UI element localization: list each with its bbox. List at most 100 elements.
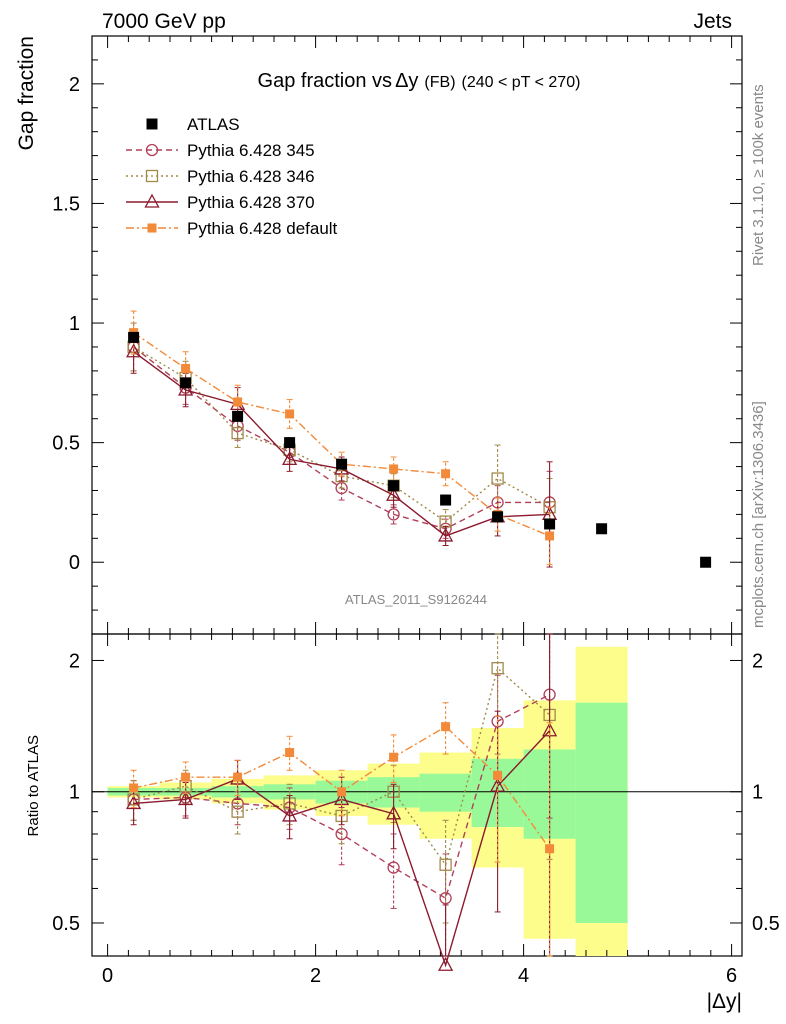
- plot-title-var: y: [408, 70, 418, 92]
- series-pythia-6-428-370: [126, 329, 558, 568]
- series-pythia-6-428-345: [127, 322, 556, 539]
- data-point: [128, 331, 140, 343]
- data-point: [438, 527, 454, 542]
- x-axis-label: |Δy|: [707, 990, 742, 1013]
- stat-band-bin: [419, 773, 472, 812]
- data-point: [492, 511, 504, 523]
- data-point: [178, 381, 194, 396]
- data-point: [126, 343, 142, 358]
- data-point: [285, 409, 295, 419]
- series-line: [133, 666, 551, 867]
- data-point: [232, 410, 244, 422]
- data-point: [282, 807, 298, 822]
- process-label: Jets: [693, 10, 732, 33]
- data-point: [233, 772, 243, 782]
- data-point: [440, 494, 452, 506]
- data-point: [439, 858, 452, 871]
- legend-item: Pythia 6.428 default: [126, 219, 338, 238]
- ratio-panel-frame: [91, 633, 743, 957]
- main-series-group: [126, 310, 712, 568]
- series-line: [133, 693, 550, 900]
- y-tick-label: 1: [69, 313, 80, 335]
- x-tick-label: 0: [102, 965, 113, 987]
- ratio-series-group: [126, 633, 558, 971]
- x-tick-label: 2: [310, 965, 321, 987]
- legend-label: Pythia 6.428 346: [187, 167, 315, 186]
- data-point: [389, 752, 399, 762]
- legend-marker: [146, 118, 158, 130]
- data-point: [284, 437, 296, 449]
- series-line: [133, 346, 550, 523]
- analysis-label: ATLAS_2011_S9126244: [345, 592, 487, 607]
- legend-marker: [145, 143, 159, 157]
- data-point: [181, 772, 191, 782]
- data-point: [441, 722, 451, 732]
- data-point: [181, 363, 191, 373]
- energy-label: 7000 GeV pp: [102, 10, 226, 33]
- y-tick-label: 2: [69, 74, 80, 96]
- data-point: [387, 861, 400, 874]
- legend-item: Pythia 6.428 346: [126, 167, 315, 186]
- legend: ATLAS Pythia 6.428 345 Pythia 6.428 346 Pyt…: [126, 115, 338, 238]
- legend-marker: [147, 223, 157, 233]
- data-point: [545, 531, 555, 541]
- legend-marker: [144, 193, 160, 208]
- legend-label: ATLAS: [187, 115, 240, 134]
- ratio-y-tick-label-right: 1: [752, 782, 763, 804]
- legend-label: Pythia 6.428 default: [187, 219, 338, 238]
- data-point: [596, 523, 608, 535]
- rivet-label: Rivet 3.1.10, ≥ 100k events: [750, 84, 767, 266]
- x-tick-label: 4: [518, 965, 529, 987]
- plot-title: Gap fraction vs Δy (FB) (240 < pT < 270): [258, 70, 581, 92]
- data-point: [491, 472, 504, 485]
- axis-ticks: 0 2 4 6 0 0.5 1 1.5 2 0.5 0.5 1 1 2 2: [52, 35, 780, 987]
- x-tick-label: 6: [726, 965, 737, 987]
- data-point: [231, 426, 244, 440]
- data-point: [282, 451, 298, 466]
- data-point: [178, 791, 194, 806]
- legend-item: Pythia 6.428 345: [126, 141, 315, 160]
- data-point: [386, 805, 402, 820]
- data-point: [337, 787, 347, 797]
- ratio-y-axis-label: Ratio to ATLAS: [25, 735, 42, 836]
- ratio-y-tick-label-right: 0.5: [752, 913, 780, 935]
- data-point: [441, 469, 451, 479]
- ratio-y-tick-label: 0.5: [52, 913, 80, 935]
- series-pythia-6-428-346: [127, 322, 556, 537]
- data-point: [180, 377, 192, 389]
- legend-item: Pythia 6.428 370: [126, 193, 315, 212]
- mcplots-label: mcplots.cern.ch [arXiv:1306.3436]: [750, 401, 767, 628]
- series-line: [133, 332, 550, 537]
- plot-title-range: (240 < pT < 270): [462, 74, 581, 91]
- plot-title-suffix: (FB): [424, 74, 455, 91]
- legend-label: Pythia 6.428 345: [187, 141, 315, 160]
- legend-label: Pythia 6.428 370: [187, 193, 315, 212]
- data-point: [231, 805, 244, 818]
- series-line: [133, 346, 550, 530]
- series-atlas: [128, 331, 712, 568]
- data-point: [438, 956, 454, 971]
- data-point: [233, 397, 243, 407]
- plot-title-prefix: Gap fraction vs: [258, 70, 393, 92]
- ratio-y-tick-label: 1: [69, 782, 80, 804]
- data-point: [285, 748, 295, 758]
- data-point: [545, 844, 555, 854]
- y-tick-label: 0: [69, 552, 80, 574]
- data-point: [544, 518, 556, 530]
- main-y-axis-label: Gap fraction: [15, 36, 38, 150]
- plot-title-delta: Δ: [395, 70, 408, 92]
- y-tick-label: 1.5: [52, 193, 80, 215]
- data-point: [491, 662, 504, 675]
- ratio-y-tick-label: 2: [69, 650, 80, 672]
- data-point: [387, 508, 400, 521]
- data-point: [389, 464, 399, 474]
- y-tick-label: 0.5: [52, 433, 80, 455]
- legend-item: ATLAS: [146, 115, 240, 134]
- legend-marker: [145, 169, 159, 183]
- series-pythia-6-428-default: [129, 702, 555, 957]
- ratio-y-tick-label-right: 2: [752, 650, 763, 672]
- data-point: [388, 480, 400, 492]
- data-point: [700, 556, 712, 568]
- stat-band-bin: [575, 702, 628, 923]
